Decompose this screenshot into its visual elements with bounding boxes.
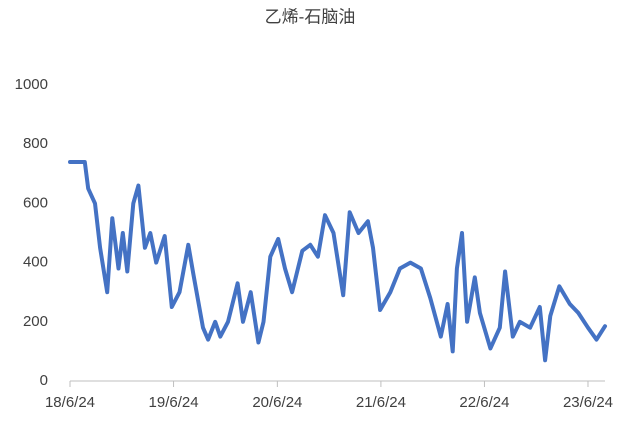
y-tick-label: 600 <box>23 194 48 211</box>
y-tick-label: 1000 <box>15 76 48 93</box>
y-tick-label: 400 <box>23 254 48 271</box>
y-tick-label: 0 <box>40 372 48 389</box>
x-tick-label: 18/6/24 <box>45 394 95 411</box>
data-line <box>68 160 607 363</box>
x-tick-label: 21/6/24 <box>356 394 406 411</box>
y-tick-label: 800 <box>23 135 48 152</box>
chart-title: 乙烯-石脑油 <box>265 7 356 26</box>
x-tick-label: 20/6/24 <box>252 394 302 411</box>
y-tick-label: 200 <box>23 313 48 330</box>
x-tick-label: 19/6/24 <box>149 394 199 411</box>
x-tick-label: 22/6/24 <box>459 394 509 411</box>
x-tick-label: 23/6/24 <box>563 394 613 411</box>
